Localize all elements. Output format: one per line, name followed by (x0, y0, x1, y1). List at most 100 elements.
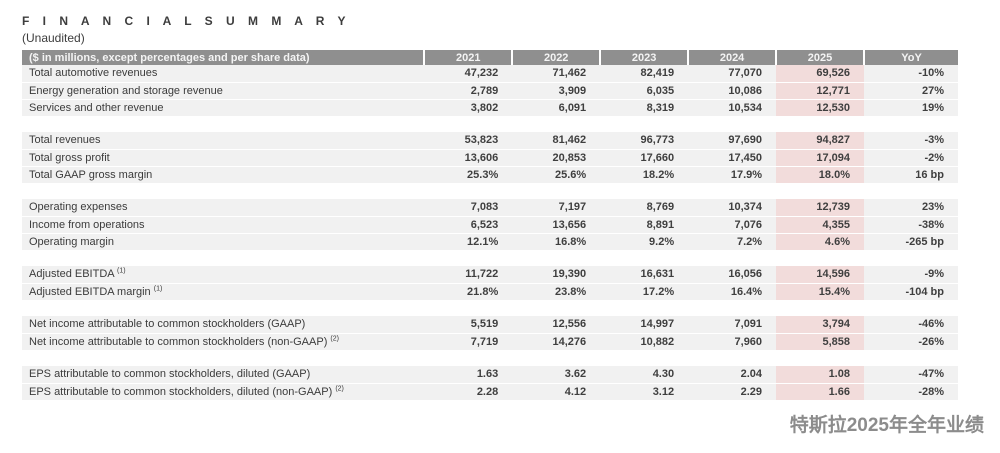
row-label: Net income attributable to common stockh… (22, 316, 425, 334)
cell-2021: 2.28 (424, 383, 513, 401)
cell-2022: 81,462 (512, 132, 601, 150)
table-header-row: ($ in millions, except percentages and p… (22, 50, 958, 65)
cell-2023: 82,419 (600, 65, 689, 83)
cell-yoy: -38% (863, 216, 958, 234)
header-col-2022: 2022 (511, 50, 601, 65)
table-row: Total GAAP gross margin 25.3% 25.6% 18.2% 17… (22, 166, 958, 184)
cell-2021: 21.8% (424, 283, 513, 301)
financial-summary-page: F I N A N C I A L S U M M A R Y (Unaudit… (22, 14, 984, 436)
table-row: Energy generation and storage revenue 2,7… (22, 82, 958, 100)
cell-2022: 13,656 (512, 216, 601, 234)
header-col-2023: 2023 (599, 50, 689, 65)
table-row: Total automotive revenues 47,232 71,462 82,… (22, 65, 958, 83)
cell-2025: 14,596 (776, 266, 864, 284)
cell-yoy: 27% (863, 82, 958, 100)
cell-yoy: -9% (863, 266, 958, 284)
cell-2022: 20,853 (512, 149, 601, 167)
cell-2023: 8,319 (600, 99, 689, 117)
cell-yoy: -104 bp (863, 283, 958, 301)
cell-2023: 17,660 (600, 149, 689, 167)
cell-yoy: -28% (863, 383, 958, 401)
row-label: Net income attributable to common stockh… (22, 333, 425, 351)
cell-2022: 6,091 (512, 99, 601, 117)
page-title: F I N A N C I A L S U M M A R Y (22, 14, 351, 28)
header-col-yoy: YoY (862, 50, 958, 65)
cell-2023: 6,035 (600, 82, 689, 100)
cell-2024: 77,070 (688, 65, 777, 83)
cell-2025: 18.0% (776, 166, 864, 184)
cell-2023: 16,631 (600, 266, 689, 284)
cell-yoy: -265 bp (863, 233, 958, 251)
header-col-2025: 2025 (775, 50, 864, 65)
header-col-2021: 2021 (423, 50, 513, 65)
financial-summary-table: ($ in millions, except percentages and p… (22, 50, 958, 401)
table-row: Income from operations 6,523 13,656 8,891 7,… (22, 216, 958, 234)
table-row: Operating expenses 7,083 7,197 8,769 10,374 1… (22, 199, 958, 217)
cell-2025: 69,526 (776, 65, 864, 83)
table-row: Total revenues 53,823 81,462 96,773 97,690 94… (22, 132, 958, 150)
cell-yoy: -3% (863, 132, 958, 150)
row-label: Total gross profit (22, 149, 425, 167)
row-label: Operating margin (22, 233, 425, 251)
cell-yoy: 16 bp (863, 166, 958, 184)
cell-2025: 12,771 (776, 82, 864, 100)
table-header: ($ in millions, except percentages and p… (22, 50, 958, 65)
cell-2024: 2.04 (688, 366, 777, 384)
table-row: Net income attributable to common stockh… (22, 316, 958, 334)
header-col-2024: 2024 (687, 50, 777, 65)
table-row: Net income attributable to common stockh… (22, 333, 958, 351)
cell-2025: 5,858 (776, 333, 864, 351)
cell-2022: 16.8% (512, 233, 601, 251)
cell-2024: 10,374 (688, 199, 777, 217)
cell-2022: 3,909 (512, 82, 601, 100)
cell-2021: 47,232 (424, 65, 513, 83)
cell-2021: 6,523 (424, 216, 513, 234)
row-label: EPS attributable to common stockholders,… (22, 383, 425, 401)
cell-2025: 12,530 (776, 99, 864, 117)
header-label: ($ in millions, except percentages and p… (22, 50, 425, 65)
cell-2025: 17,094 (776, 149, 864, 167)
table-row: Adjusted EBITDA margin (1) 21.8% 23.8% 17.2… (22, 283, 958, 301)
section-gap (22, 183, 958, 199)
cell-yoy: 19% (863, 99, 958, 117)
cell-2025: 4.6% (776, 233, 864, 251)
row-label: EPS attributable to common stockholders,… (22, 366, 425, 384)
cell-2021: 7,719 (424, 333, 513, 351)
cell-2024: 10,086 (688, 82, 777, 100)
table-row: Total gross profit 13,606 20,853 17,660 17,4… (22, 149, 958, 167)
cell-yoy: -47% (863, 366, 958, 384)
section-gap (22, 300, 958, 316)
cell-2022: 3.62 (512, 366, 601, 384)
cell-2021: 53,823 (424, 132, 513, 150)
cell-2024: 97,690 (688, 132, 777, 150)
cell-yoy: -10% (863, 65, 958, 83)
row-label: Energy generation and storage revenue (22, 82, 425, 100)
cell-2022: 71,462 (512, 65, 601, 83)
footnote-marker: (2) (330, 334, 339, 342)
cell-2021: 1.63 (424, 366, 513, 384)
cell-2022: 19,390 (512, 266, 601, 284)
footnote-marker: (1) (153, 284, 163, 292)
cell-2021: 13,606 (424, 149, 513, 167)
cell-2023: 3.12 (600, 383, 689, 401)
cell-2023: 9.2% (600, 233, 689, 251)
cell-yoy: -2% (863, 149, 958, 167)
row-label: Total revenues (22, 132, 425, 150)
cell-2023: 96,773 (600, 132, 689, 150)
cell-2025: 15.4% (776, 283, 864, 301)
cell-2023: 17.2% (600, 283, 689, 301)
cell-2023: 8,891 (600, 216, 689, 234)
row-label: Operating expenses (22, 199, 425, 217)
cell-2023: 10,882 (600, 333, 689, 351)
row-label: Income from operations (22, 216, 425, 234)
cell-yoy: -46% (863, 316, 958, 334)
cell-2021: 5,519 (424, 316, 513, 334)
table-row: Operating margin 12.1% 16.8% 9.2% 7.2% 4.6% -2… (22, 233, 958, 251)
cell-2022: 14,276 (512, 333, 601, 351)
cell-2022: 25.6% (512, 166, 601, 184)
cell-2024: 7,960 (688, 333, 777, 351)
cell-2021: 12.1% (424, 233, 513, 251)
page-subtitle: (Unaudited) (22, 31, 85, 45)
cell-2025: 3,794 (776, 316, 864, 334)
cell-2024: 16,056 (688, 266, 777, 284)
